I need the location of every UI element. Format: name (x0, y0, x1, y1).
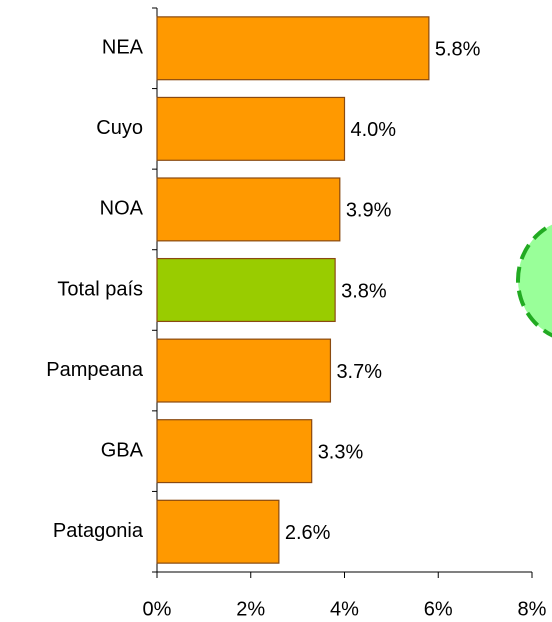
bar (156, 499, 280, 564)
x-tick-label: 0% (143, 598, 172, 620)
bar (156, 338, 332, 403)
bar (156, 419, 313, 484)
value-label: 5.8% (435, 39, 481, 61)
bar (156, 257, 336, 323)
y-tick-label: GBA (101, 439, 144, 461)
x-tick-label: 6% (424, 598, 453, 620)
bar (156, 16, 430, 81)
value-label: 3.3% (318, 441, 364, 463)
y-tick-label: Pampeana (46, 359, 144, 381)
value-label: 3.7% (336, 361, 382, 383)
value-label: 3.8% (341, 280, 387, 302)
x-tick-label: 4% (330, 598, 359, 620)
y-tick-label: NOA (100, 198, 144, 220)
x-tick-label: 2% (236, 598, 265, 620)
y-tick-label: Total país (57, 278, 143, 300)
value-label: 3.9% (346, 200, 392, 222)
bar (156, 96, 346, 161)
y-tick-label: NEA (102, 37, 144, 59)
y-tick-label: Patagonia (53, 520, 144, 542)
highlight-circle (516, 222, 552, 338)
value-label: 2.6% (285, 522, 331, 544)
value-label: 4.0% (351, 119, 397, 141)
y-tick-label: Cuyo (96, 117, 143, 139)
bar (156, 177, 341, 242)
x-tick-label: 8% (518, 598, 547, 620)
